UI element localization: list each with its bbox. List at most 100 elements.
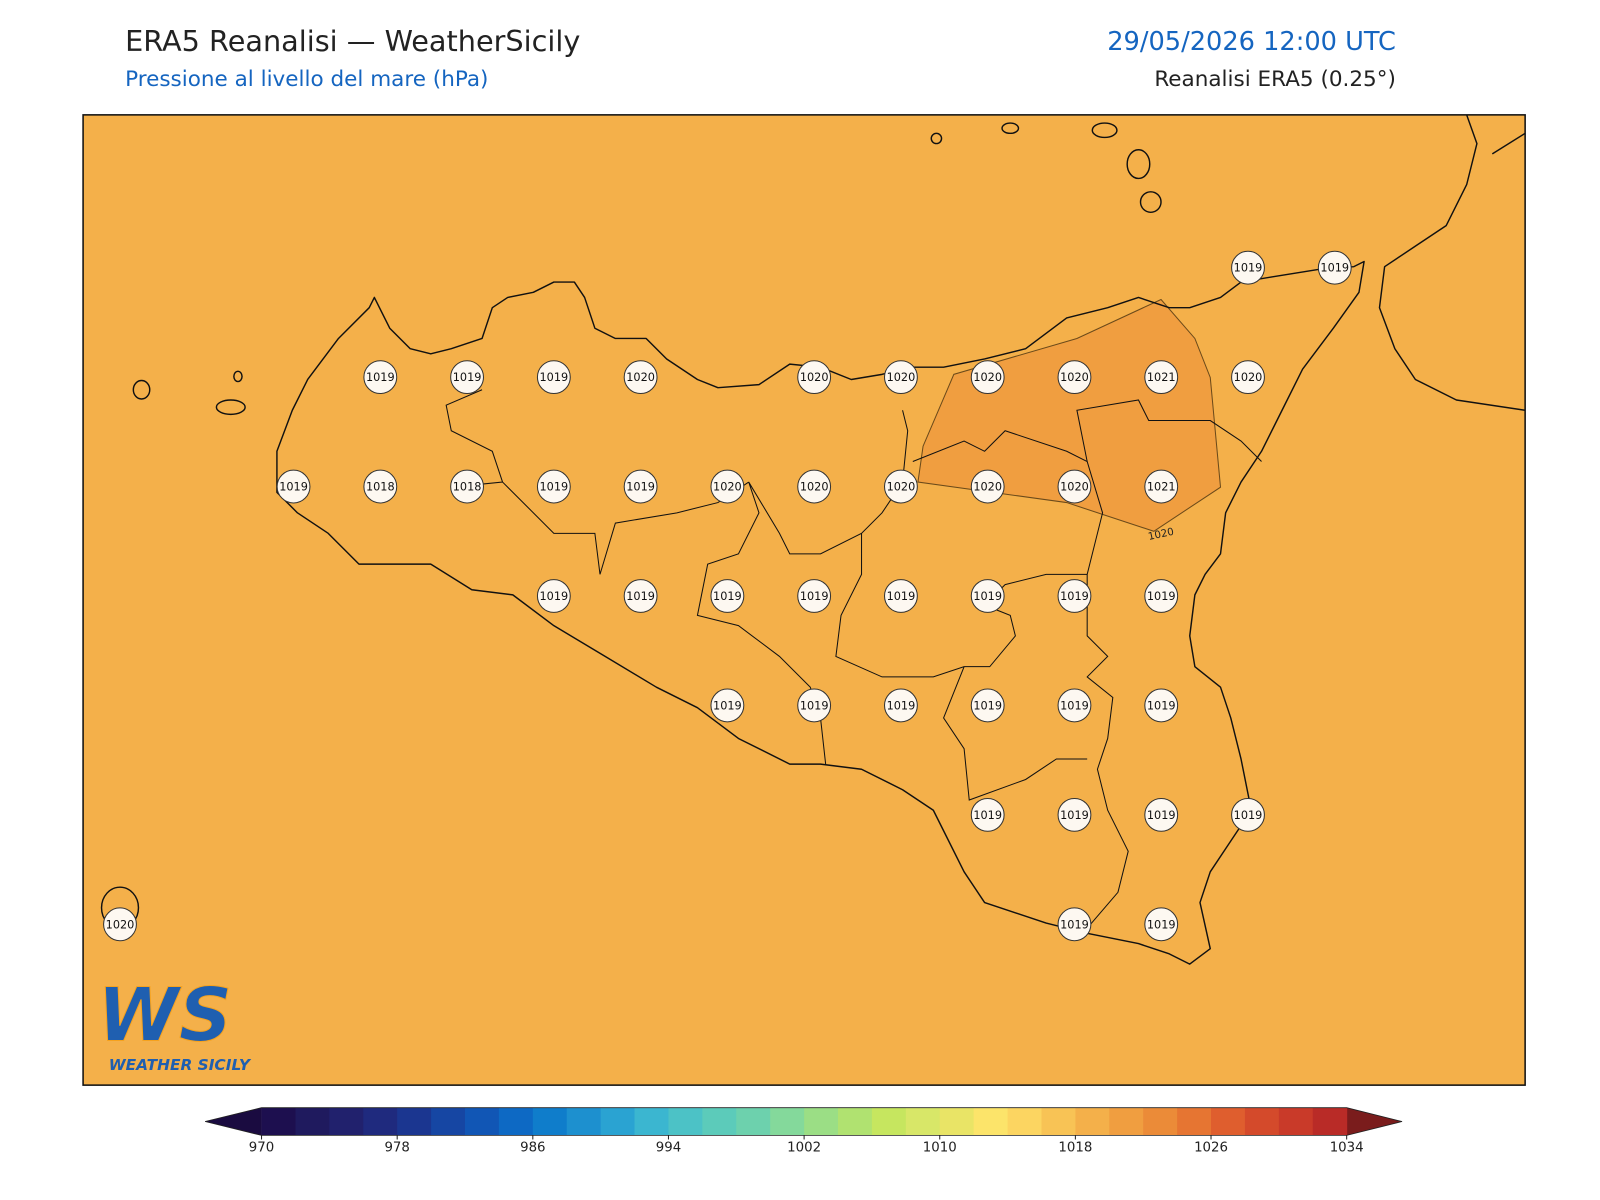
station-value: 1020	[106, 918, 135, 931]
station-value: 1019	[279, 481, 308, 494]
station-value: 1019	[453, 371, 482, 384]
station-value: 1019	[1147, 809, 1176, 822]
colorbar-bin	[532, 1107, 568, 1136]
station-marker	[1231, 250, 1265, 285]
station-value: 1019	[540, 371, 569, 384]
station-marker	[1317, 250, 1352, 285]
colorbar-bin	[668, 1107, 703, 1136]
station-value: 1021	[1147, 481, 1176, 494]
station-marker	[710, 579, 745, 613]
station-value: 1019	[1060, 809, 1089, 822]
subtitle: Pressione al livello del mare (hPa)	[125, 67, 488, 92]
station-value: 1019	[1147, 590, 1176, 603]
station-value: 1020	[973, 481, 1002, 494]
colorbar-bin	[770, 1107, 805, 1136]
island	[930, 132, 943, 145]
colorbar-bin	[871, 1107, 907, 1136]
colorbar-bin	[804, 1107, 839, 1136]
island	[1139, 191, 1162, 214]
station-marker	[623, 469, 658, 504]
station-value: 1019	[800, 699, 829, 712]
colorbar-bin	[600, 1107, 636, 1136]
station-value: 1020	[800, 481, 829, 494]
station-marker	[1144, 797, 1179, 832]
station-marker	[970, 360, 1005, 395]
station-value: 1019	[973, 809, 1002, 822]
station-marker	[884, 360, 918, 395]
island	[1126, 149, 1151, 180]
station-value: 1019	[1060, 918, 1089, 931]
stations: 1019 1019 1019 1019 1019 1020 1020 1020 1020 1020…	[103, 250, 1352, 942]
station-marker	[623, 360, 658, 395]
station-value: 1020	[1060, 481, 1089, 494]
station-value: 1020	[973, 371, 1002, 384]
colorbar-bin	[1041, 1107, 1076, 1136]
station-value: 1019	[887, 699, 916, 712]
station-value: 1019	[540, 590, 569, 603]
station-marker	[450, 469, 484, 504]
station-marker	[710, 469, 745, 504]
station-marker	[710, 688, 745, 723]
colorbar-bin	[1143, 1107, 1178, 1136]
station-marker	[450, 360, 484, 395]
colorbar-bin	[498, 1107, 534, 1136]
station-value: 1019	[713, 699, 742, 712]
station-marker	[797, 688, 832, 723]
colorbar-bin	[1075, 1107, 1110, 1136]
colorbar-bin	[431, 1107, 466, 1136]
station-value: 1020	[1060, 371, 1089, 384]
colorbar-tick-label: 994	[656, 1141, 681, 1156]
station-marker	[536, 579, 571, 613]
station-value: 1019	[626, 590, 655, 603]
station-marker	[1144, 907, 1179, 942]
station-value: 1019	[626, 481, 655, 494]
station-value: 1019	[713, 590, 742, 603]
colorbar-bin	[1312, 1107, 1348, 1136]
colorbar-tick-label: 1018	[1058, 1141, 1092, 1156]
station-value: 1019	[1060, 590, 1089, 603]
station-value: 1019	[800, 590, 829, 603]
colorbar: 970 978 986 994 1002 1010 1018 1026 1034	[205, 1107, 1403, 1156]
station-marker	[1144, 688, 1179, 723]
station-value: 1020	[887, 481, 916, 494]
station-marker	[536, 360, 571, 395]
colorbar-bin	[838, 1107, 873, 1136]
station-marker	[970, 688, 1005, 723]
station-marker	[363, 360, 398, 395]
coastline-sicily	[276, 260, 1365, 965]
title: ERA5 Reanalisi — WeatherSicily	[125, 24, 580, 58]
colorbar-bin	[295, 1107, 330, 1136]
station-marker	[1144, 360, 1179, 395]
source: Reanalisi ERA5 (0.25°)	[1154, 67, 1396, 92]
station-value: 1020	[887, 371, 916, 384]
colorbar-bin	[702, 1107, 737, 1136]
station-marker	[363, 469, 398, 504]
station-value: 1020	[713, 481, 742, 494]
island	[132, 379, 151, 400]
station-value: 1019	[1147, 918, 1176, 931]
colorbar-bin	[465, 1107, 500, 1136]
station-marker	[1057, 688, 1092, 723]
colorbar-bin	[1177, 1107, 1212, 1136]
colorbar-tick-label: 986	[520, 1141, 545, 1156]
station-marker	[970, 797, 1005, 832]
colorbar-bin	[905, 1107, 941, 1136]
colorbar-bin	[329, 1107, 364, 1136]
colorbar-bin	[736, 1107, 771, 1136]
colorbar-bin	[1007, 1107, 1042, 1136]
station-marker	[623, 579, 658, 613]
colorbar-bin	[1244, 1107, 1280, 1136]
station-marker	[1057, 907, 1092, 942]
station-marker	[276, 469, 311, 504]
station-marker	[884, 688, 918, 723]
island	[1091, 122, 1118, 139]
station-value: 1019	[1234, 809, 1263, 822]
colorbar-over	[1346, 1107, 1403, 1136]
colorbar-tick-label: 1034	[1330, 1141, 1364, 1156]
colorbar-bin	[261, 1107, 296, 1136]
colorbar-tick-label: 978	[384, 1141, 409, 1156]
colorbar-bin	[634, 1107, 669, 1136]
colorbar-bin	[397, 1107, 432, 1136]
colorbar-bin	[973, 1107, 1009, 1136]
